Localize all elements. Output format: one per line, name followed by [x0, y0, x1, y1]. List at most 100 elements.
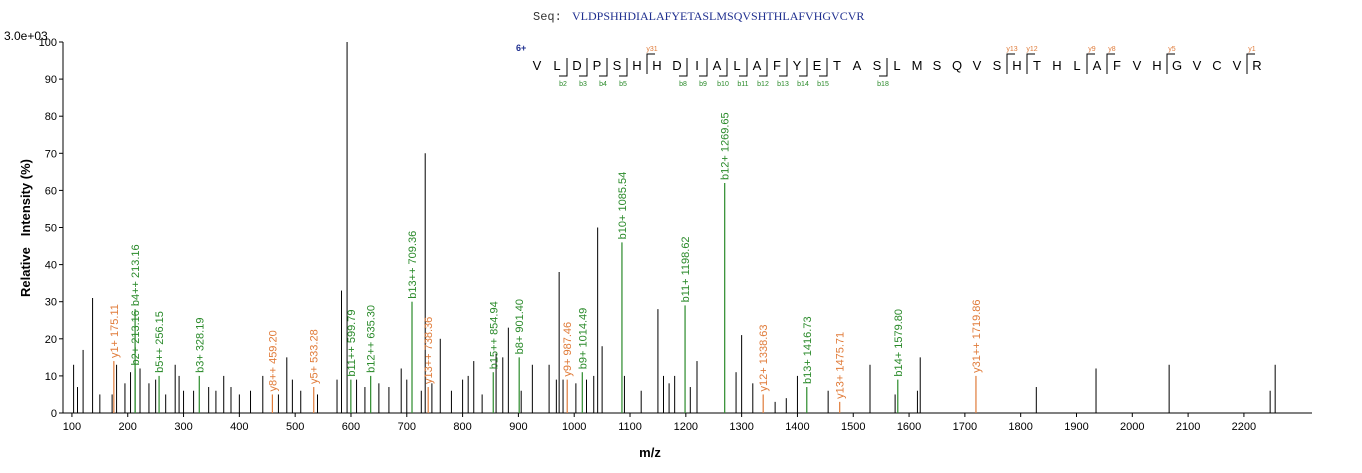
residue: L [733, 58, 740, 73]
residue: H [632, 58, 641, 73]
residue: V [533, 58, 542, 73]
b-cleavage [819, 58, 828, 77]
x-tick-label: 500 [286, 421, 304, 433]
residue: A [853, 58, 862, 73]
b-mark-label: b18 [877, 81, 889, 88]
y-axis-title: Relative Intensity (%) [18, 159, 33, 297]
x-tick-label: 200 [119, 421, 137, 433]
y-cleavage [1026, 53, 1035, 74]
y-tick-label: 90 [45, 74, 57, 86]
x-axis-title: m/z [639, 445, 661, 460]
y-mark-label: y1 [1248, 46, 1256, 53]
b-mark-label: b11 [737, 81, 748, 88]
y-cleavage [1006, 53, 1015, 74]
ion-label: b9+ 1014.49 [577, 308, 589, 369]
b-cleavage [739, 58, 748, 77]
ion-label: y5+ 533.28 [309, 329, 321, 384]
y-cleavage [1166, 53, 1175, 74]
ion-label: b14+ 1579.80 [893, 309, 905, 377]
residue: S [933, 58, 942, 73]
b-cleavage [799, 58, 808, 77]
ion-label: y8++ 459.20 [267, 330, 279, 391]
residue: A [753, 58, 762, 73]
residue: P [593, 58, 602, 73]
residue: I [695, 58, 699, 73]
b-mark-label: b14 [797, 81, 809, 88]
residue: H [1152, 58, 1161, 73]
residue: H [652, 58, 661, 73]
x-tick-label: 1500 [841, 421, 865, 433]
residue: M [912, 58, 923, 73]
residue: F [1113, 58, 1121, 73]
b-mark-label: b12 [757, 81, 769, 88]
ion-label: b8+ 901.40 [514, 299, 526, 354]
ion-label: b13+ 1416.73 [802, 316, 814, 384]
x-tick-label: 800 [453, 421, 471, 433]
ion-label: y13++ 738.36 [423, 317, 435, 384]
b-mark-label: b5 [619, 81, 627, 88]
b-mark-label: b3 [579, 81, 587, 88]
ion-label: y9+ 987.46 [562, 322, 574, 377]
x-tick-label: 1300 [729, 421, 753, 433]
residue: D [572, 58, 581, 73]
sequence: VLDPSHHDIALAFYETASLMSQVSHTHLAFVHGVCVR [572, 9, 864, 23]
residue: H [1012, 58, 1021, 73]
y-mark-label: y5 [1168, 46, 1176, 53]
y-tick-label: 70 [45, 148, 57, 160]
x-tick-label: 2000 [1120, 421, 1144, 433]
x-tick-label: 1100 [618, 421, 642, 433]
residue: A [1093, 58, 1102, 73]
b-mark-label: b8 [679, 81, 687, 88]
residue: V [1193, 58, 1202, 73]
residue: S [873, 58, 882, 73]
residue: Y [793, 58, 802, 73]
y-tick-label: 10 [45, 371, 57, 383]
b-cleavage [579, 58, 588, 77]
residue: T [833, 58, 841, 73]
x-tick-label: 1400 [785, 421, 809, 433]
charge: 6+ [516, 43, 526, 53]
x-tick-label: 1900 [1064, 421, 1088, 433]
y-cleavage [1106, 53, 1115, 74]
x-tick-label: 100 [63, 421, 81, 433]
b-mark-label: b10 [717, 81, 729, 88]
ion-label: b12+ 1269.65 [720, 112, 732, 180]
residue: V [1233, 58, 1242, 73]
residue: L [893, 58, 900, 73]
x-tick-label: 2100 [1176, 421, 1200, 433]
residue: H [1052, 58, 1061, 73]
b-mark-label: b9 [699, 81, 707, 88]
b-mark-label: b4 [599, 81, 607, 88]
residue: G [1172, 58, 1182, 73]
y-tick-label: 50 [45, 223, 57, 235]
intensity-max: 3.0e+03 [4, 29, 48, 43]
y-tick-label: 0 [51, 408, 57, 420]
x-tick-label: 900 [509, 421, 527, 433]
b-cleavage [699, 58, 708, 77]
b-cleavage [879, 58, 888, 77]
x-tick-label: 600 [342, 421, 360, 433]
residue: R [1252, 58, 1261, 73]
ion-label: b5++ 256.15 [154, 311, 166, 373]
y-mark-label: y9 [1088, 46, 1096, 53]
y-tick-label: 20 [45, 334, 57, 346]
residue: L [1073, 58, 1080, 73]
ion-label: b10+ 1085.54 [617, 172, 629, 240]
x-tick-label: 400 [230, 421, 248, 433]
y-cleavage [1246, 53, 1255, 74]
residue: C [1212, 58, 1221, 73]
y-cleavage [646, 53, 655, 74]
ion-label: y12+ 1338.63 [758, 324, 770, 391]
b-cleavage [719, 58, 728, 77]
residue: E [813, 58, 822, 73]
y-mark-label: y12 [1026, 46, 1037, 53]
y-tick-label: 100 [39, 37, 57, 49]
residue: L [553, 58, 560, 73]
x-tick-label: 1800 [1008, 421, 1032, 433]
x-tick-label: 300 [174, 421, 192, 433]
ion-label: b11+ 1198.62 [680, 236, 692, 302]
y-mark-label: y31 [646, 46, 657, 53]
ion-label: y31++ 1719.86 [971, 299, 983, 372]
b-cleavage [679, 58, 688, 77]
